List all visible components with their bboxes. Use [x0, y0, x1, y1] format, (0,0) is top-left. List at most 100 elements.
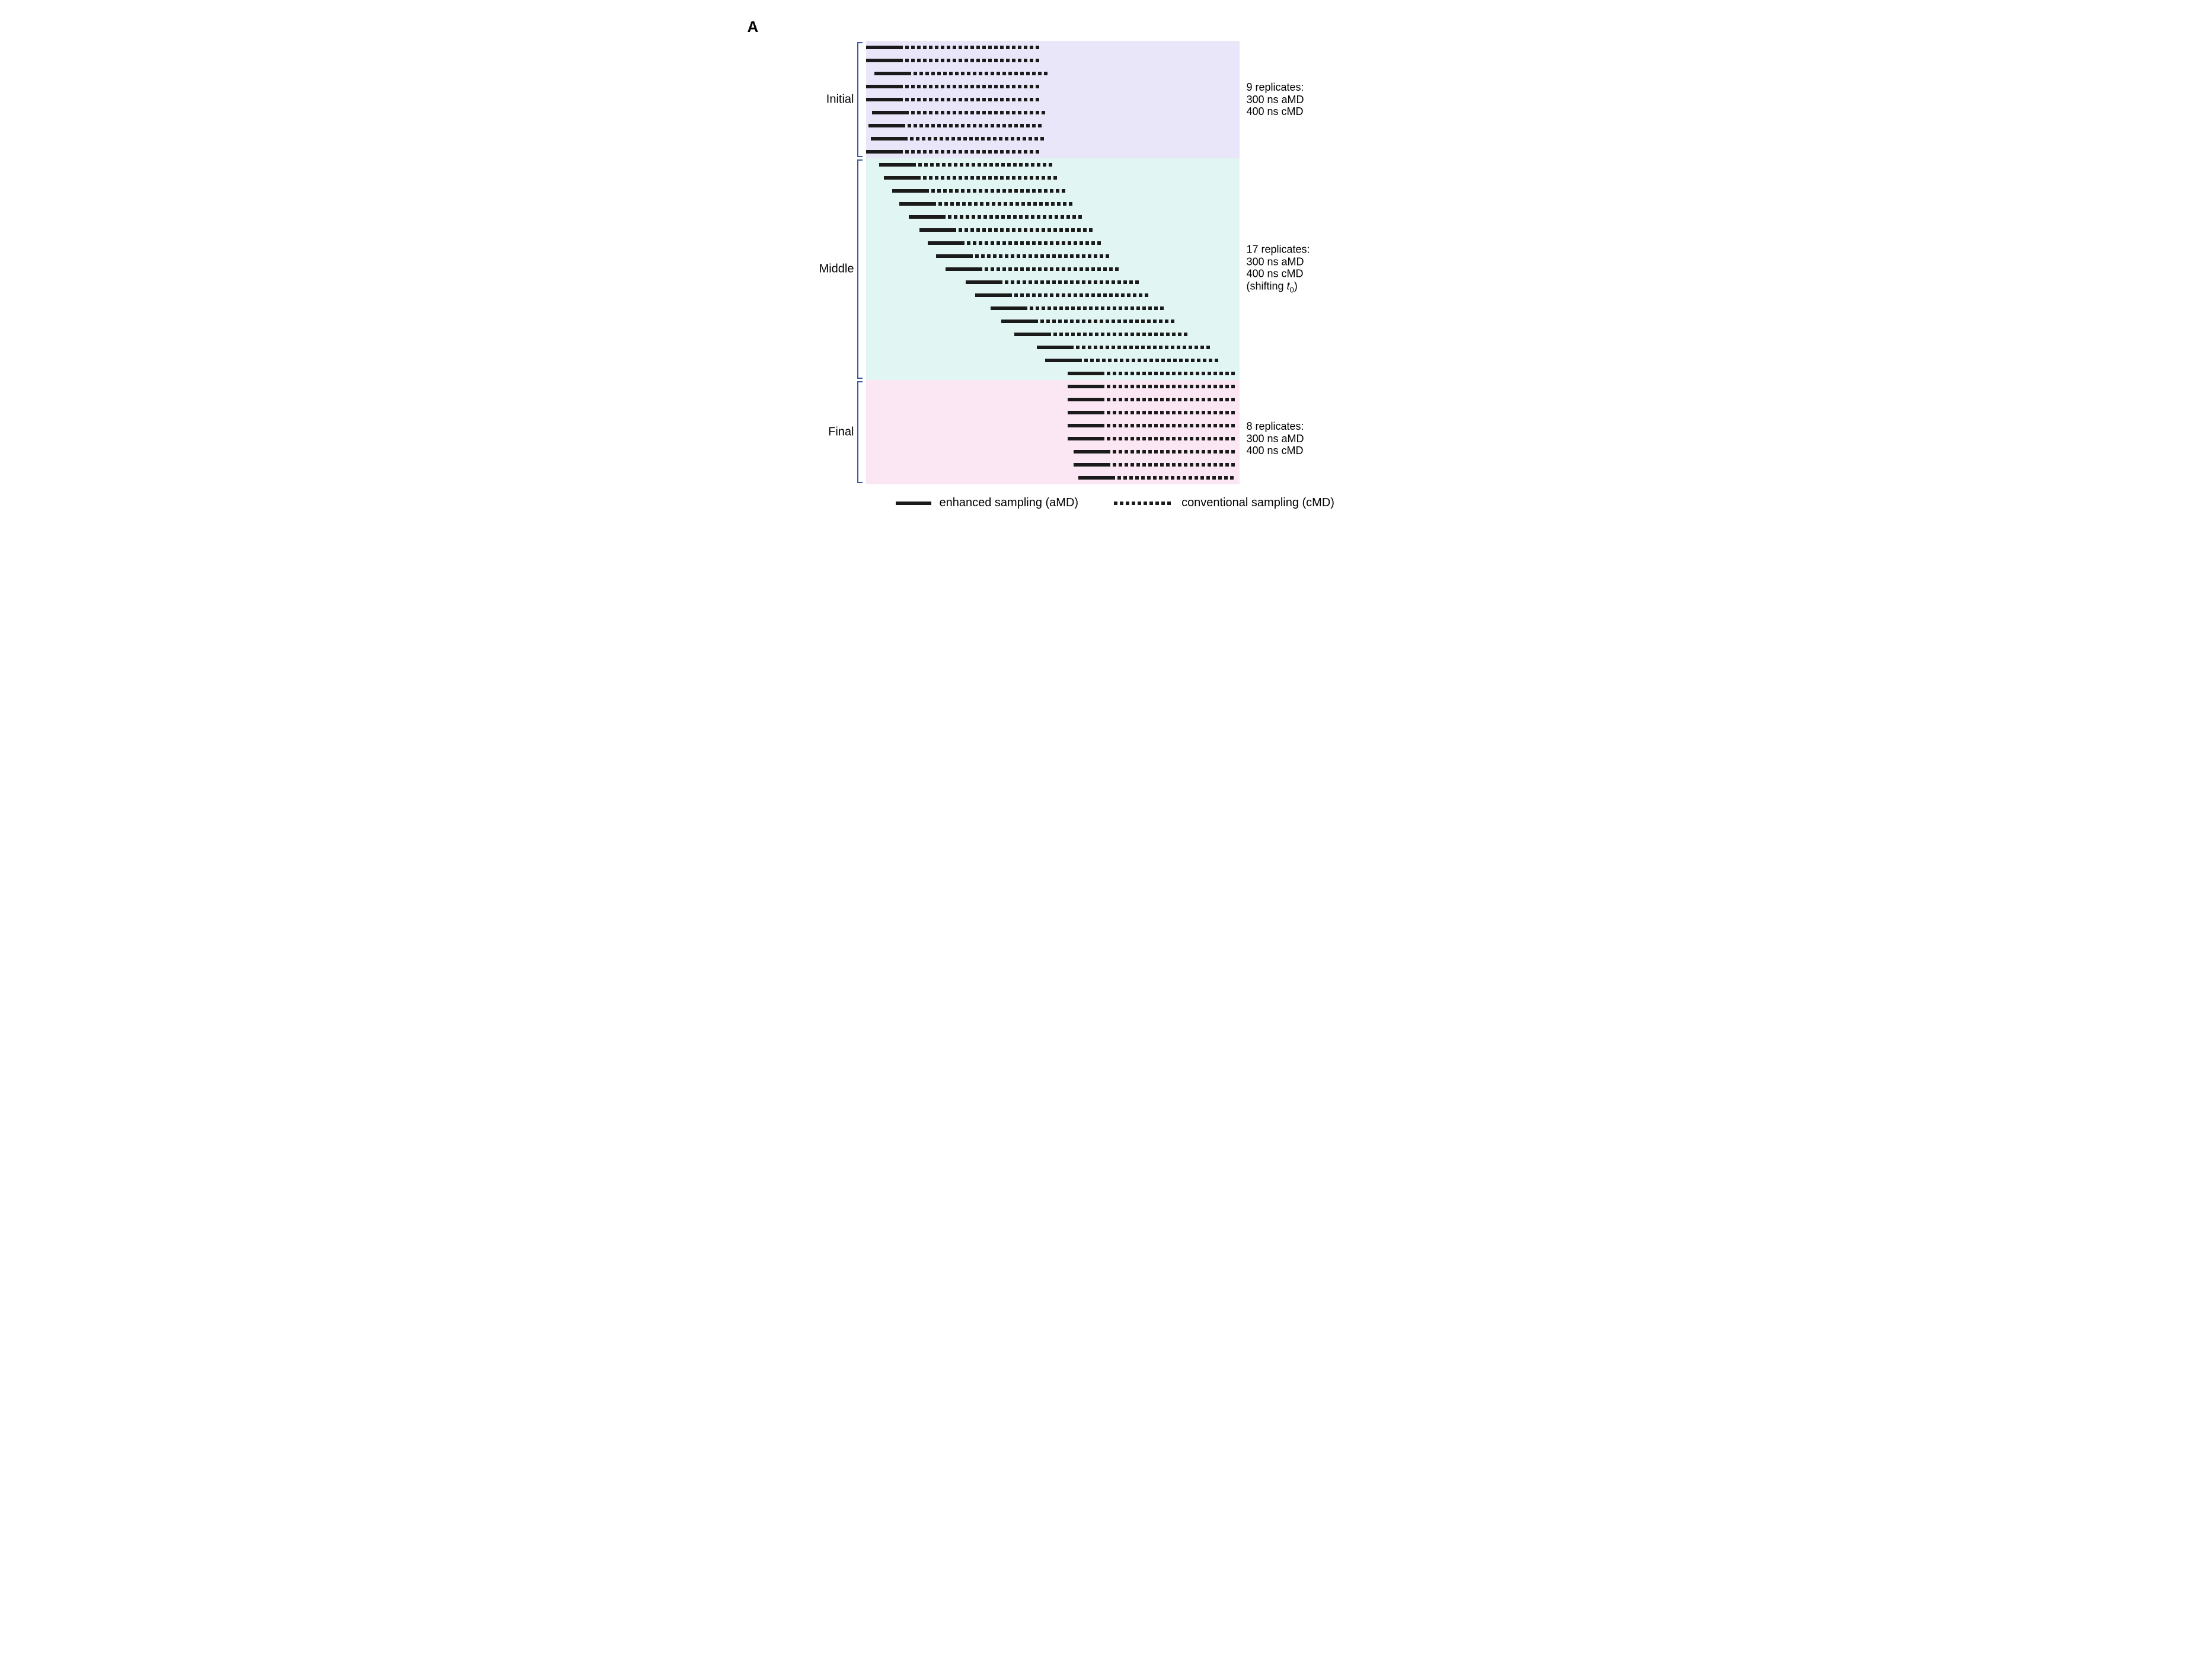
timeline-row: [866, 411, 1240, 414]
annotation-line: 17 replicates:: [1247, 244, 1310, 256]
timeline-row: [866, 333, 1240, 336]
amd-segment: [1045, 359, 1082, 362]
cmd-segment: [923, 176, 1061, 180]
cmd-segment: [1107, 411, 1240, 414]
timeline-row: [866, 241, 1240, 245]
timeline-row: [866, 189, 1240, 193]
timeline-row: [866, 398, 1240, 401]
timeline-row: [866, 359, 1240, 362]
amd-segment: [892, 189, 929, 193]
cmd-segment: [1107, 372, 1240, 375]
timeline-row: [866, 150, 1240, 154]
amd-segment: [928, 241, 965, 245]
amd-segment: [1001, 320, 1038, 323]
timeline-row: [866, 450, 1240, 453]
timeline-row: [866, 372, 1240, 375]
cmd-segment: [1107, 398, 1240, 401]
legend-item-amd: enhanced sampling (aMD): [896, 496, 1079, 510]
amd-segment: [1068, 424, 1104, 427]
cmd-segment: [931, 189, 1069, 193]
cmd-segment: [985, 267, 1122, 271]
cmd-segment: [911, 111, 1049, 114]
timeline-row: [866, 85, 1240, 88]
cmd-segment: [1084, 359, 1222, 362]
annotation-line: 300 ns aMD: [1247, 94, 1304, 106]
timeline-row: [866, 320, 1240, 323]
legend-item-cmd: conventional sampling (cMD): [1114, 496, 1334, 510]
timeline-row: [866, 280, 1240, 284]
timeline-row: [866, 202, 1240, 206]
right-annotation-1: 17 replicates:300 ns aMD400 ns cMD(shift…: [1247, 244, 1310, 295]
timeline-row: [866, 176, 1240, 180]
timeline-row: [866, 228, 1240, 232]
timeline-row: [866, 98, 1240, 101]
group-label-middle: Middle: [819, 263, 854, 276]
timeline-row: [866, 293, 1240, 297]
cmd-segment: [1076, 346, 1213, 349]
amd-segment: [866, 98, 903, 101]
cmd-segment: [910, 137, 1048, 140]
amd-segment: [1068, 398, 1104, 401]
timeline-row: [866, 137, 1240, 140]
bracket-initial: [857, 42, 863, 157]
cmd-segment: [914, 72, 1051, 75]
timeline-row: [866, 254, 1240, 258]
cmd-segment: [905, 85, 1043, 88]
cmd-segment: [975, 254, 1113, 258]
amd-segment: [991, 306, 1027, 310]
amd-segment: [966, 280, 1002, 284]
cmd-segment: [1117, 476, 1240, 480]
amd-segment: [1074, 463, 1110, 467]
cmd-segment: [967, 241, 1104, 245]
cmd-segment: [918, 163, 1056, 167]
chart-region: [866, 41, 1240, 484]
right-annotations: 9 replicates:300 ns aMD400 ns cMD17 repl…: [1240, 41, 1417, 484]
cmd-segment: [905, 46, 1043, 49]
timeline-row: [866, 72, 1240, 75]
amd-segment: [975, 293, 1012, 297]
annotation-line: 300 ns aMD: [1247, 433, 1304, 445]
amd-segment: [1068, 385, 1104, 388]
panel-label: A: [748, 18, 1447, 36]
amd-segment: [884, 176, 921, 180]
cmd-segment: [1014, 293, 1152, 297]
group-label-initial: Initial: [826, 93, 854, 107]
amd-segment: [1037, 346, 1074, 349]
timeline-row: [866, 346, 1240, 349]
annotation-line: 300 ns aMD: [1247, 255, 1310, 268]
annotation-line: 9 replicates:: [1247, 81, 1304, 94]
timeline-row: [866, 163, 1240, 167]
amd-segment: [1068, 411, 1104, 414]
bracket-middle: [857, 159, 863, 379]
amd-segment: [866, 150, 903, 154]
legend-label-cmd: conventional sampling (cMD): [1181, 496, 1334, 510]
amd-segment: [899, 202, 936, 206]
amd-segment: [936, 254, 973, 258]
amd-segment: [874, 72, 911, 75]
cmd-segment: [1113, 463, 1240, 467]
cmd-segment: [938, 202, 1076, 206]
timeline-row: [866, 385, 1240, 388]
annotation-line: 400 ns cMD: [1247, 445, 1304, 457]
timeline-row: [866, 59, 1240, 62]
cmd-segment: [1053, 333, 1191, 336]
right-annotation-2: 8 replicates:300 ns aMD400 ns cMD: [1247, 420, 1304, 457]
amd-segment: [866, 46, 903, 49]
annotation-line: 400 ns cMD: [1247, 106, 1304, 118]
group-label-final: Final: [828, 426, 854, 439]
cmd-segment: [908, 124, 1045, 127]
timeline-row: [866, 111, 1240, 114]
cmd-segment: [959, 228, 1096, 232]
timeline-row: [866, 476, 1240, 480]
timeline-row: [866, 46, 1240, 49]
amd-segment: [1068, 437, 1104, 440]
timeline-row: [866, 437, 1240, 440]
amd-segment: [872, 111, 909, 114]
zone-final: [866, 380, 1240, 484]
cmd-segment: [1005, 280, 1142, 284]
amd-segment: [946, 267, 982, 271]
cmd-segment: [905, 98, 1043, 101]
bracket-final: [857, 381, 863, 483]
amd-segment: [1074, 450, 1110, 453]
legend-label-amd: enhanced sampling (aMD): [940, 496, 1079, 510]
